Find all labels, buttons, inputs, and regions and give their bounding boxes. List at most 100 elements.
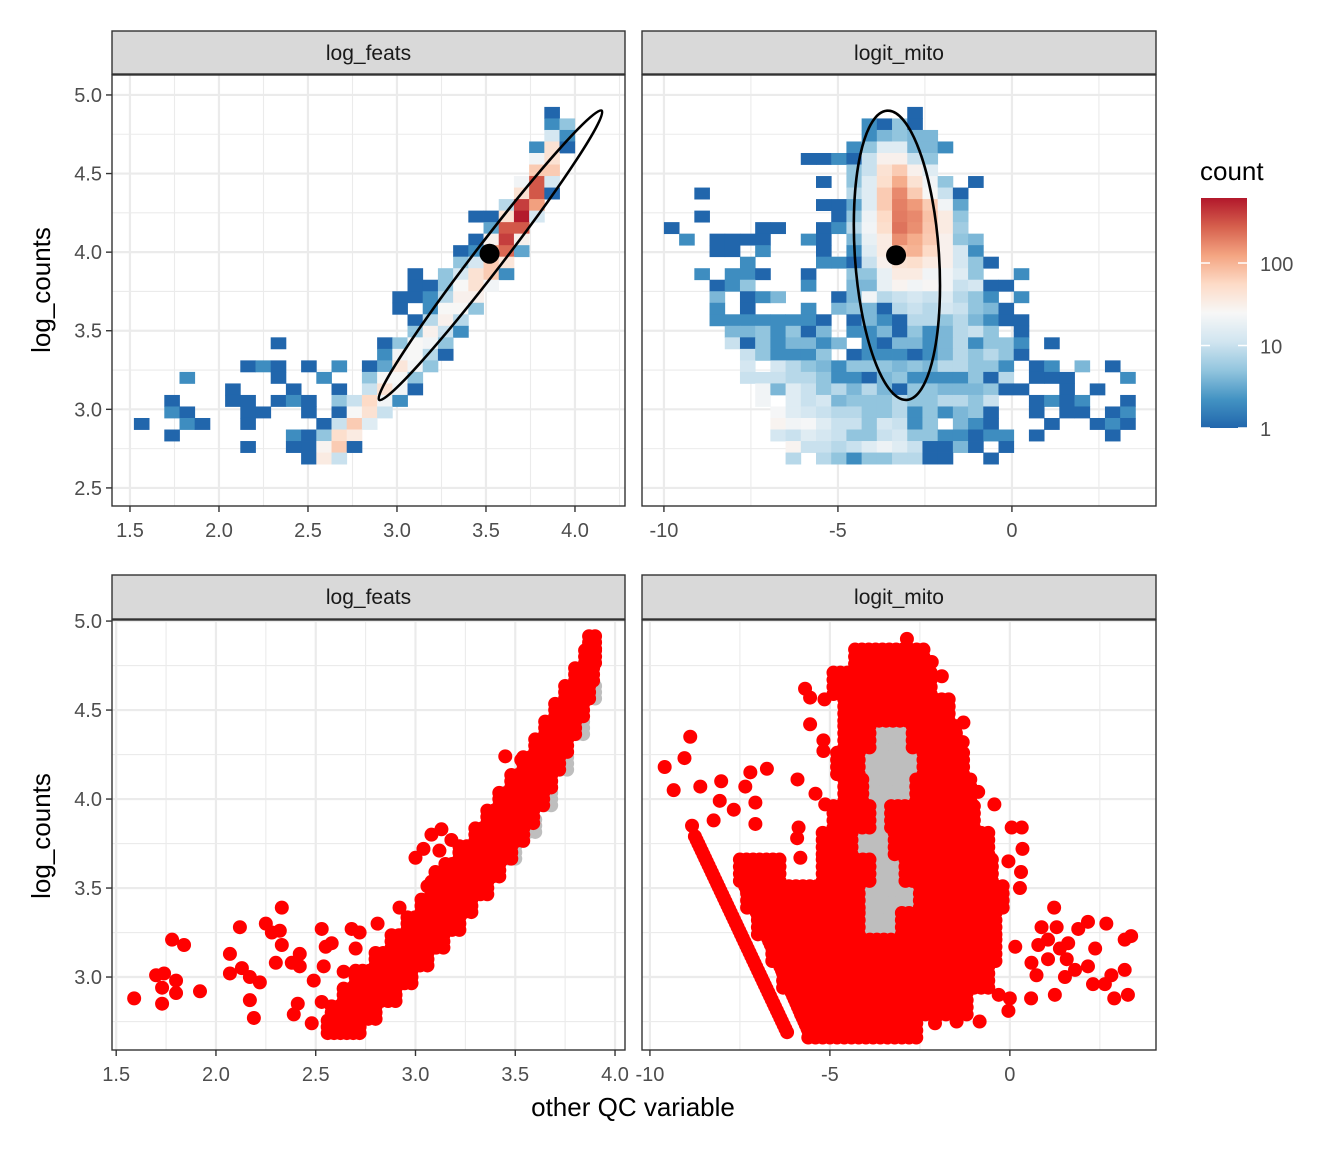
heatmap-cell	[361, 394, 378, 407]
heatmap-cell	[892, 417, 908, 430]
y-tick-label: 4.5	[74, 164, 102, 186]
heatmap-cell	[876, 417, 893, 430]
heatmap-cell	[937, 256, 954, 269]
heatmap-cell	[937, 141, 954, 154]
heatmap-cell	[468, 279, 484, 292]
legend-title: count	[1200, 156, 1264, 186]
panel-border	[111, 619, 626, 1051]
heatmap-cell	[755, 394, 771, 407]
heatmap-cell	[709, 302, 726, 315]
outlier-point	[1047, 987, 1062, 1002]
heatmap-cell	[785, 337, 802, 350]
heatmap-cell	[876, 302, 893, 315]
heatmap-cell	[968, 245, 984, 258]
heatmap-cell	[876, 222, 893, 235]
heatmap-cell	[831, 429, 847, 442]
heatmap-cell	[770, 337, 786, 350]
heatmap-cell	[361, 417, 378, 430]
heatmap-cell	[739, 302, 756, 315]
heatmap-cell	[861, 164, 878, 177]
heatmap-cell	[316, 417, 332, 430]
x-tick-label: 3.5	[472, 520, 500, 542]
heatmap-cell	[846, 314, 863, 327]
heatmap-cell	[983, 394, 999, 407]
heatmap-cell	[952, 417, 969, 430]
outlier-point	[816, 733, 831, 748]
heatmap-cell	[952, 360, 969, 373]
outlier-point	[348, 941, 363, 956]
x-tick-label: 3.5	[501, 1064, 529, 1086]
outlier-point	[434, 822, 449, 837]
y-tick-label: 3.5	[74, 878, 102, 900]
outlier-point	[817, 692, 832, 707]
heatmap-cell	[331, 406, 348, 419]
heatmap-cell	[816, 371, 832, 384]
heatmap-cell	[498, 222, 515, 235]
heatmap-cell	[861, 302, 878, 315]
heatmap-cell	[544, 118, 560, 131]
heatmap-cell	[331, 417, 348, 430]
outlier-point	[370, 916, 385, 931]
x-tick-label: 1.5	[102, 1064, 130, 1086]
heatmap-cell	[1013, 383, 1030, 396]
outlier-point	[712, 793, 727, 808]
heatmap-cell	[755, 233, 771, 246]
heatmap-cell	[937, 302, 954, 315]
heatmap-cell	[407, 291, 424, 304]
heatmap-cell	[346, 417, 363, 430]
outlier-point	[924, 655, 939, 670]
heatmap-cell	[831, 452, 847, 465]
heatmap-cell	[785, 394, 802, 407]
outlier-point	[1047, 900, 1062, 915]
heatmap-cell	[133, 417, 150, 430]
heatmap-cell	[164, 429, 180, 442]
heatmap-cell	[301, 452, 317, 465]
outlier-point	[314, 921, 329, 936]
x-tick-label: -10	[649, 520, 678, 542]
heatmap-cell	[377, 348, 393, 361]
heatmap-cell	[800, 383, 817, 396]
heatmap-cell	[952, 279, 969, 292]
outlier-point	[420, 879, 435, 894]
heatmap-cell	[800, 360, 817, 373]
heatmap-cell	[301, 429, 317, 442]
heatmap-cell	[559, 141, 576, 154]
heatmap-cell	[983, 291, 999, 304]
outlier-point	[1117, 932, 1132, 947]
heatmap-cell	[907, 348, 923, 361]
heatmap-cell	[270, 360, 287, 373]
heatmap-cell	[785, 348, 802, 361]
heatmap-cell	[907, 417, 923, 430]
heatmap-cell	[861, 406, 878, 419]
heatmap-cell	[983, 417, 999, 430]
heatmap-cell	[952, 371, 969, 384]
heatmap-cell	[952, 268, 969, 281]
outlier-point	[1034, 920, 1049, 935]
heatmap-cell	[544, 176, 560, 188]
heatmap-cell	[831, 417, 847, 430]
outlier-point	[1057, 970, 1072, 985]
outlier-point	[1071, 921, 1086, 936]
heatmap-cell	[983, 314, 999, 327]
heatmap-cell	[846, 429, 863, 442]
outlier-point	[908, 647, 923, 662]
heatmap-cell	[876, 164, 893, 177]
heatmap-cell	[453, 256, 469, 269]
heatmap-cell	[922, 383, 939, 396]
heatmap-cell	[876, 210, 893, 223]
x-tick-label: -5	[829, 520, 847, 542]
heatmap-cell	[922, 245, 939, 258]
heatmap-cell	[255, 360, 272, 373]
heatmap-cell	[876, 187, 893, 200]
heatmap-cell	[529, 176, 545, 188]
heatmap-cell	[453, 291, 469, 304]
heatmap-cell	[285, 394, 302, 407]
heatmap-cell	[998, 371, 1015, 384]
heatmap-cell	[816, 383, 832, 396]
heatmap-cell	[876, 129, 893, 142]
heatmap-cell	[559, 118, 576, 131]
heatmap-cell	[922, 302, 939, 315]
outlier-point	[934, 669, 949, 684]
heatmap-cell	[1059, 406, 1075, 419]
heatmap-cell	[529, 164, 545, 177]
